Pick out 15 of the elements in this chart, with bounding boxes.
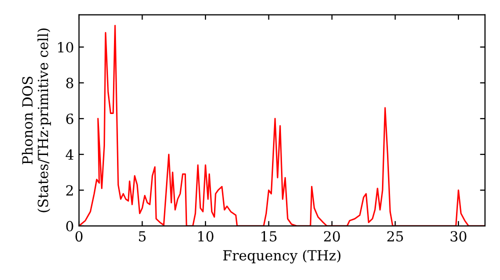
x-tick-label: 15 <box>262 231 276 242</box>
x-axis-title: Frequency (THz) <box>223 250 340 264</box>
y-tick-label: 10 <box>58 42 74 53</box>
y-tick-label: 2 <box>66 185 73 196</box>
y-tick-label: 4 <box>66 149 74 160</box>
x-tick-label: 30 <box>450 231 466 242</box>
y-axis-title: Phonon DOS (States/THz·primitive cell) <box>22 28 51 212</box>
x-tick-label: 25 <box>387 231 403 242</box>
y-tick-label: 0 <box>66 220 74 232</box>
x-tick-label: 20 <box>324 231 340 242</box>
y-tick-label: 8 <box>66 78 74 88</box>
x-tick-label: 5 <box>139 231 146 242</box>
y-tick-label: 6 <box>66 114 74 124</box>
x-tick-label: 10 <box>198 231 214 242</box>
x-tick-label: 0 <box>75 231 82 242</box>
